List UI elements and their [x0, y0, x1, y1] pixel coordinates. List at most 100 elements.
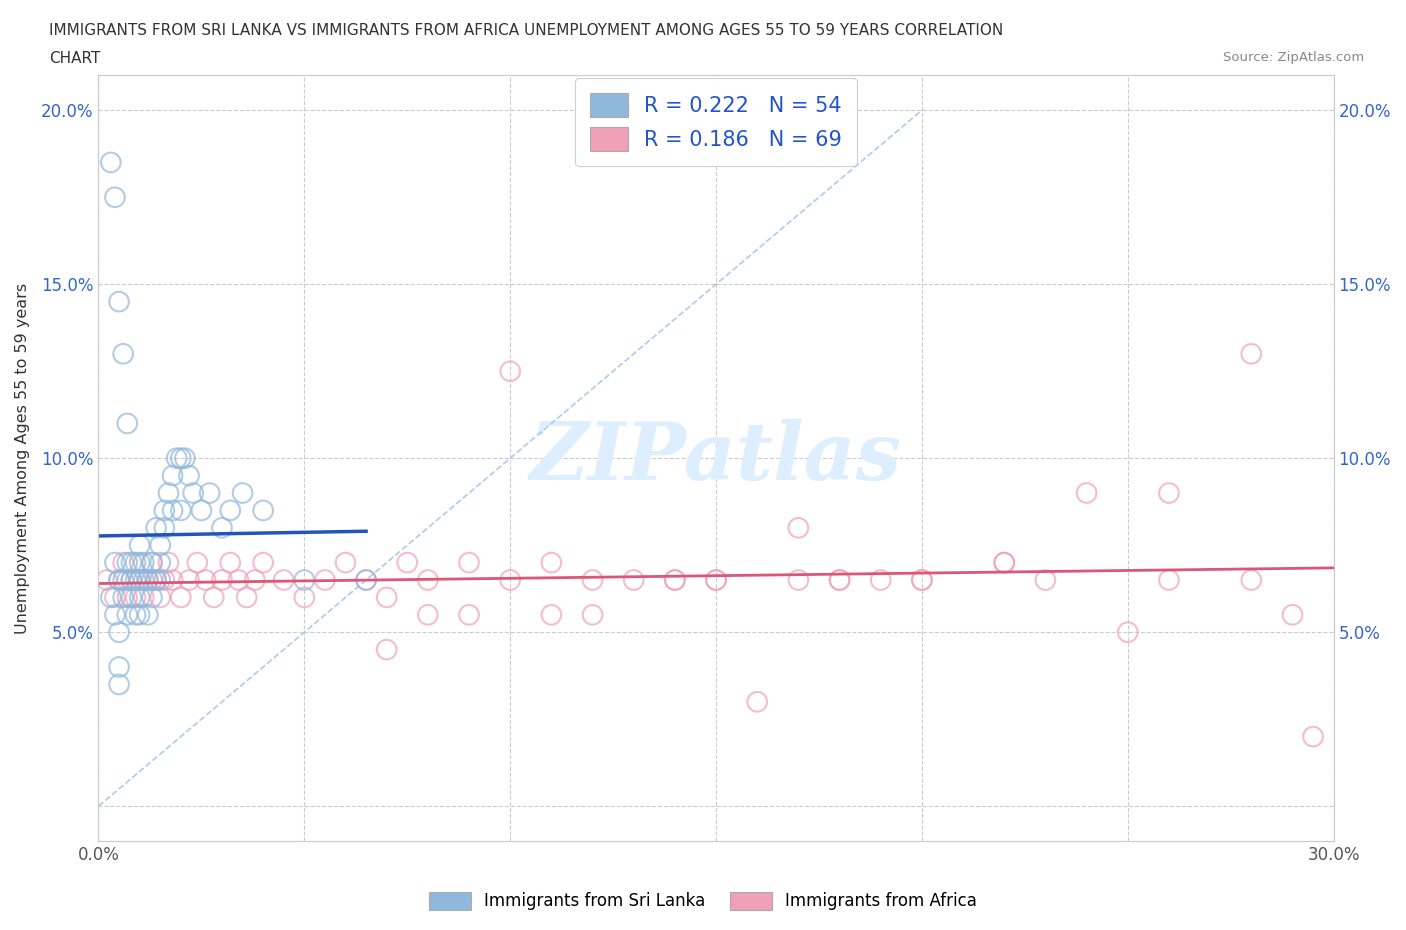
- Point: [581, 607, 603, 622]
- Point: [128, 573, 150, 588]
- Point: [177, 468, 200, 483]
- Point: [354, 573, 377, 588]
- Point: [1302, 729, 1324, 744]
- Point: [157, 555, 180, 570]
- Point: [170, 503, 193, 518]
- Point: [499, 364, 522, 379]
- Point: [219, 503, 242, 518]
- Point: [194, 573, 217, 588]
- Point: [252, 555, 274, 570]
- Point: [145, 573, 167, 588]
- Point: [166, 451, 188, 466]
- Point: [704, 573, 727, 588]
- Point: [828, 573, 851, 588]
- Point: [132, 555, 155, 570]
- Point: [157, 485, 180, 500]
- Point: [335, 555, 357, 570]
- Point: [354, 573, 377, 588]
- Point: [96, 573, 118, 588]
- Point: [124, 590, 146, 604]
- Point: [120, 573, 142, 588]
- Point: [141, 573, 163, 588]
- Point: [186, 555, 208, 570]
- Point: [153, 521, 176, 536]
- Point: [174, 451, 197, 466]
- Point: [120, 555, 142, 570]
- Text: Source: ZipAtlas.com: Source: ZipAtlas.com: [1223, 51, 1364, 64]
- Point: [149, 555, 172, 570]
- Point: [787, 521, 810, 536]
- Point: [375, 642, 398, 657]
- Point: [243, 573, 266, 588]
- Point: [828, 573, 851, 588]
- Point: [117, 607, 139, 622]
- Point: [1116, 625, 1139, 640]
- Point: [104, 590, 127, 604]
- Point: [117, 573, 139, 588]
- Point: [108, 677, 131, 692]
- Point: [911, 573, 934, 588]
- Point: [181, 485, 204, 500]
- Point: [120, 590, 142, 604]
- Point: [162, 503, 184, 518]
- Point: [136, 573, 159, 588]
- Point: [136, 607, 159, 622]
- Point: [112, 573, 135, 588]
- Point: [124, 555, 146, 570]
- Point: [869, 573, 891, 588]
- Point: [1240, 573, 1263, 588]
- Point: [112, 346, 135, 361]
- Point: [162, 468, 184, 483]
- Point: [416, 607, 439, 622]
- Point: [132, 573, 155, 588]
- Point: [108, 573, 131, 588]
- Point: [162, 573, 184, 588]
- Point: [623, 573, 645, 588]
- Point: [149, 590, 172, 604]
- Legend: R = 0.222   N = 54, R = 0.186   N = 69: R = 0.222 N = 54, R = 0.186 N = 69: [575, 78, 856, 166]
- Point: [211, 573, 233, 588]
- Point: [190, 503, 212, 518]
- Point: [664, 573, 686, 588]
- Point: [153, 573, 176, 588]
- Point: [141, 555, 163, 570]
- Legend: Immigrants from Sri Lanka, Immigrants from Africa: Immigrants from Sri Lanka, Immigrants fr…: [422, 885, 984, 917]
- Point: [1157, 485, 1180, 500]
- Point: [104, 555, 127, 570]
- Point: [911, 573, 934, 588]
- Point: [124, 607, 146, 622]
- Point: [993, 555, 1015, 570]
- Point: [117, 555, 139, 570]
- Point: [128, 573, 150, 588]
- Point: [235, 590, 257, 604]
- Point: [128, 590, 150, 604]
- Point: [202, 590, 225, 604]
- Point: [128, 538, 150, 552]
- Point: [292, 590, 315, 604]
- Point: [100, 155, 122, 170]
- Point: [787, 573, 810, 588]
- Point: [128, 607, 150, 622]
- Point: [149, 573, 172, 588]
- Point: [273, 573, 295, 588]
- Point: [170, 590, 193, 604]
- Point: [540, 555, 562, 570]
- Point: [499, 573, 522, 588]
- Point: [375, 590, 398, 604]
- Point: [104, 190, 127, 205]
- Point: [1240, 346, 1263, 361]
- Y-axis label: Unemployment Among Ages 55 to 59 years: Unemployment Among Ages 55 to 59 years: [15, 283, 30, 633]
- Point: [252, 503, 274, 518]
- Point: [198, 485, 221, 500]
- Point: [416, 573, 439, 588]
- Text: CHART: CHART: [49, 51, 101, 66]
- Point: [108, 294, 131, 309]
- Point: [117, 416, 139, 431]
- Point: [145, 573, 167, 588]
- Point: [1035, 573, 1057, 588]
- Point: [136, 573, 159, 588]
- Point: [1281, 607, 1303, 622]
- Point: [177, 573, 200, 588]
- Text: ZIPatlas: ZIPatlas: [530, 419, 903, 497]
- Point: [145, 521, 167, 536]
